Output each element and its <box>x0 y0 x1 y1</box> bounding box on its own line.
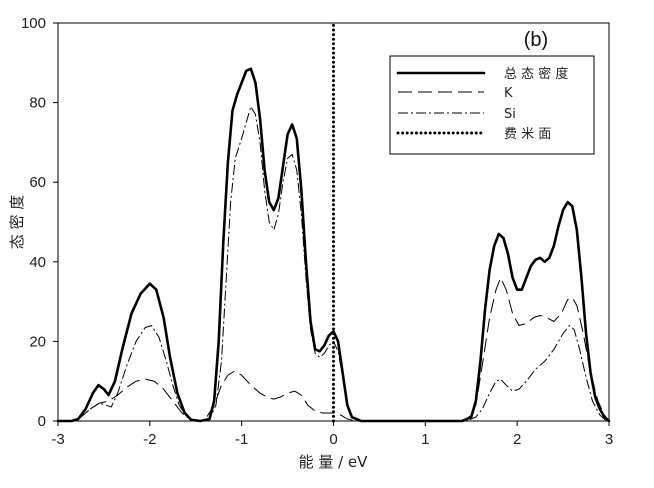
x-tick-label: 0 <box>329 431 337 448</box>
legend: 总 态 密 度 K Si 费 米 面 <box>389 55 595 155</box>
x-tick-label: -1 <box>235 431 248 448</box>
y-tick-label: 20 <box>29 333 46 350</box>
x-tick-label: 1 <box>421 431 429 448</box>
y-tick-label: 40 <box>29 254 46 271</box>
series-total-dos-line <box>56 67 611 423</box>
x-tick-label: -3 <box>51 431 64 448</box>
y-axis-title: 态 密 度 <box>8 195 26 250</box>
legend-label-k: K <box>504 86 513 101</box>
y-tick-label: 100 <box>21 15 46 32</box>
legend-label-total-dos: 总 态 密 度 <box>504 66 568 82</box>
series-k-line <box>58 277 610 422</box>
panel-label: (b) <box>524 29 548 51</box>
y-tick-label: 60 <box>29 174 46 191</box>
y-tick-label: 80 <box>29 95 46 112</box>
plot-lines <box>56 21 611 423</box>
legend-label-si: Si <box>504 107 516 122</box>
x-tick-label: 3 <box>605 431 613 448</box>
x-tick-label: -2 <box>143 431 156 448</box>
x-tick-label: 2 <box>513 431 521 448</box>
y-tick-label: 0 <box>38 413 46 430</box>
legend-label-fermi-level: 费 米 面 <box>504 127 551 142</box>
y-axis: 0 20 40 60 80 100 <box>21 15 58 430</box>
x-axis: -3 -2 -1 0 1 2 3 <box>51 421 613 448</box>
series-si-line <box>58 106 610 422</box>
x-axis-title: 能 量 / eV <box>299 453 369 471</box>
